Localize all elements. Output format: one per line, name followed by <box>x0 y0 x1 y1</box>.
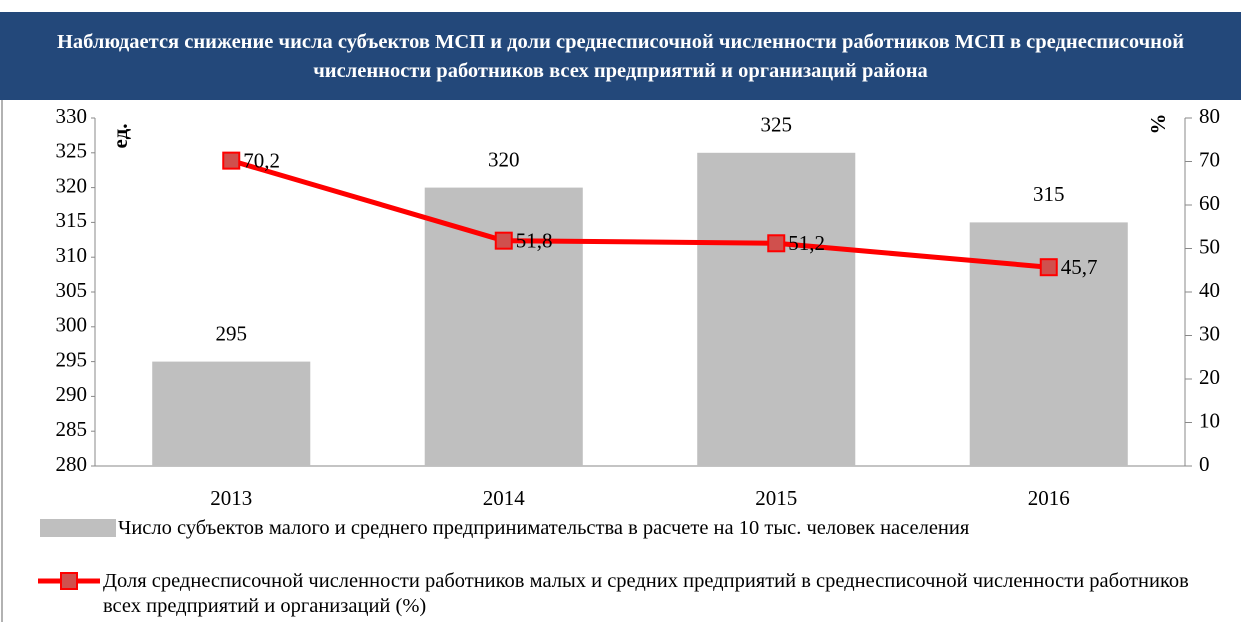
y-tick-label: 305 <box>56 278 88 302</box>
x-tick-label: 2015 <box>755 486 797 510</box>
x-tick-label: 2014 <box>483 486 526 510</box>
line-marker <box>222 151 241 170</box>
y2-tick-label: 40 <box>1199 278 1220 302</box>
y-tick-label: 325 <box>56 139 88 163</box>
line-marker <box>494 231 513 250</box>
y2-tick-label: 20 <box>1199 365 1220 389</box>
x-tick-label: 2016 <box>1028 486 1070 510</box>
y2-tick-label: 60 <box>1199 191 1220 215</box>
bar-value-label: 325 <box>761 113 793 137</box>
bar <box>424 187 583 466</box>
y-tick-label: 320 <box>56 173 88 197</box>
line-marker <box>767 234 786 253</box>
bar <box>697 152 856 467</box>
line-value-label: 51,8 <box>516 228 553 252</box>
line-value-label: 70,2 <box>243 148 280 172</box>
bar-value-label: 295 <box>216 321 248 345</box>
y2-tick-label: 80 <box>1199 104 1220 128</box>
y-tick-label: 280 <box>56 452 88 476</box>
y2-tick-label: 50 <box>1199 234 1220 258</box>
bar-value-label: 315 <box>1033 182 1065 206</box>
y2-axis-label: % <box>1146 114 1170 135</box>
y-tick-label: 315 <box>56 208 88 232</box>
y2-tick-label: 70 <box>1199 147 1220 171</box>
y-tick-label: 330 <box>56 104 88 128</box>
legend-key <box>40 519 116 537</box>
bar-value-label: 320 <box>488 147 520 171</box>
y-tick-label: 300 <box>56 313 88 337</box>
bar <box>152 361 311 466</box>
line-value-label: 51,2 <box>788 231 825 255</box>
y-tick-label: 310 <box>56 243 88 267</box>
x-tick-label: 2013 <box>210 486 252 510</box>
y2-tick-label: 10 <box>1199 408 1220 432</box>
y2-tick-label: 0 <box>1199 452 1210 476</box>
line-marker <box>1039 258 1058 277</box>
line <box>230 158 1049 270</box>
y-axis-label: ед. <box>108 124 132 149</box>
chart-title: Наблюдается снижение числа субъектов МСП… <box>0 12 1241 100</box>
y-tick-label: 285 <box>56 417 88 441</box>
legend-label: Доля среднесписочной численности работни… <box>103 570 1189 617</box>
y-tick-label: 295 <box>56 347 88 371</box>
line-value-label: 45,7 <box>1061 255 1098 279</box>
y2-tick-label: 30 <box>1199 321 1220 345</box>
y-tick-label: 290 <box>56 382 88 406</box>
legend-label: Число субъектов малого и среднего предпр… <box>118 517 970 539</box>
legend-key <box>60 572 78 590</box>
